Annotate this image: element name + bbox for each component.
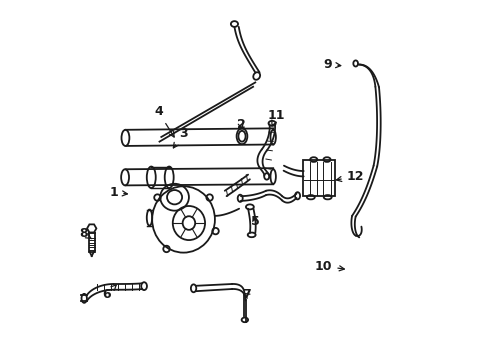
Text: 6: 6 bbox=[102, 285, 116, 301]
Text: 3: 3 bbox=[173, 127, 187, 148]
Text: 7: 7 bbox=[242, 288, 250, 301]
Text: 1: 1 bbox=[109, 186, 127, 199]
Text: 11: 11 bbox=[267, 109, 285, 126]
Text: 2: 2 bbox=[236, 118, 245, 131]
Text: 5: 5 bbox=[250, 215, 259, 228]
Text: 8: 8 bbox=[80, 227, 91, 240]
Text: 12: 12 bbox=[336, 170, 364, 183]
Text: 10: 10 bbox=[314, 260, 344, 273]
Text: 4: 4 bbox=[154, 105, 174, 137]
Text: 9: 9 bbox=[323, 58, 340, 71]
